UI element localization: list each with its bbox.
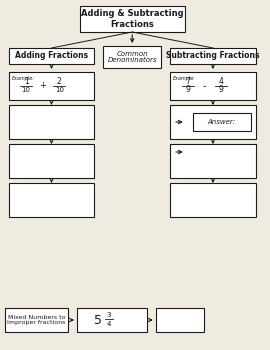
Bar (9, 48, 94, 64)
Text: Common
Denominators: Common Denominators (107, 50, 157, 63)
Text: 3: 3 (107, 312, 111, 318)
Text: Adding & Subtracting
Fractions: Adding & Subtracting Fractions (81, 9, 184, 29)
Bar (170, 183, 256, 217)
Text: -: - (202, 81, 206, 91)
Text: Subtracting Fractions: Subtracting Fractions (166, 51, 260, 61)
Text: 5: 5 (94, 314, 102, 327)
Bar (77, 308, 147, 332)
Text: +: + (39, 82, 46, 91)
Bar (9, 105, 94, 139)
Text: 9: 9 (185, 85, 190, 94)
Text: 9: 9 (218, 85, 223, 94)
Bar (5, 308, 68, 332)
Bar (170, 144, 256, 178)
Text: 1: 1 (24, 77, 29, 86)
Bar (9, 144, 94, 178)
Bar (156, 308, 204, 332)
Text: 4: 4 (107, 321, 111, 327)
Bar (103, 46, 161, 68)
Bar (170, 48, 256, 64)
Text: 7: 7 (185, 77, 190, 86)
Bar (170, 72, 256, 100)
Text: Example:: Example: (12, 76, 35, 81)
Text: 10: 10 (55, 87, 64, 93)
Bar (9, 72, 94, 100)
Text: 10: 10 (22, 87, 31, 93)
Text: Mixed Numbers to
Improper fractions: Mixed Numbers to Improper fractions (7, 315, 66, 326)
Text: Adding Fractions: Adding Fractions (15, 51, 88, 61)
Text: 4: 4 (218, 77, 223, 86)
Bar (9, 183, 94, 217)
Text: 2: 2 (57, 77, 62, 86)
Bar (193, 113, 251, 131)
Text: Example:: Example: (173, 76, 196, 81)
Text: Answer:: Answer: (208, 119, 236, 125)
Bar (170, 105, 256, 139)
Bar (80, 6, 185, 32)
